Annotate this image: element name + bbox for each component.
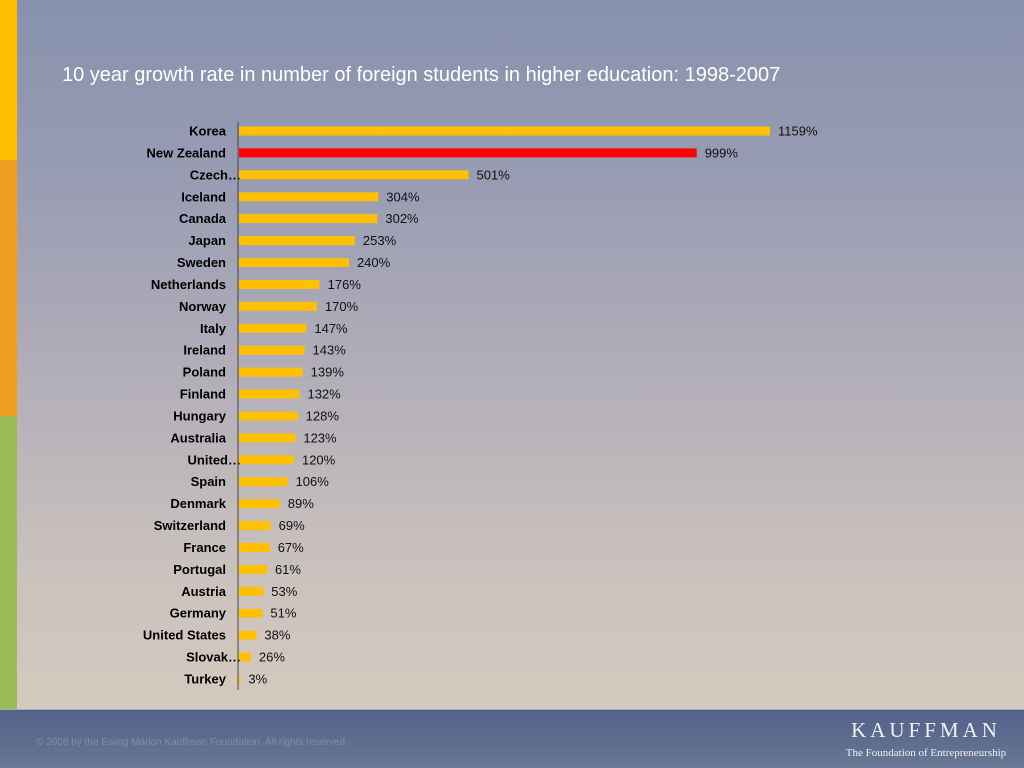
category-label: Switzerland (154, 518, 226, 533)
bar (239, 214, 378, 224)
bar (239, 367, 303, 377)
category-label: Turkey (184, 672, 226, 687)
bar (239, 279, 320, 289)
bar (239, 126, 770, 136)
data-label: 501% (477, 167, 511, 182)
bar (239, 170, 469, 180)
category-label: Austria (181, 584, 227, 599)
chart-title: 10 year growth rate in number of foreign… (62, 64, 781, 86)
data-label: 139% (311, 365, 345, 380)
bar (239, 345, 305, 355)
bar (239, 630, 257, 640)
bar (239, 433, 296, 443)
bar (239, 258, 349, 268)
category-label: Netherlands (151, 277, 226, 292)
category-label: United… (188, 452, 241, 467)
category-label: Ireland (183, 343, 226, 358)
bar (239, 674, 241, 684)
bar (239, 148, 697, 158)
data-label: 123% (303, 430, 337, 445)
bar (239, 323, 307, 333)
data-label: 26% (259, 650, 285, 665)
data-label: 89% (288, 496, 314, 511)
copyright-text: © 2008 by the Ewing Marion Kauffman Foun… (36, 737, 348, 748)
bar (239, 564, 267, 574)
data-label: 128% (306, 408, 340, 423)
category-label: Norway (179, 299, 227, 314)
data-label: 143% (313, 343, 347, 358)
data-label: 106% (296, 474, 330, 489)
accent-stripe-yellow (0, 0, 17, 160)
category-label: Japan (188, 233, 226, 248)
logo-tagline: The Foundation of Entrepreneurship (845, 747, 1007, 759)
data-label: 304% (386, 189, 420, 204)
category-label: Slovak… (186, 650, 241, 665)
data-label: 51% (270, 606, 296, 621)
bar (239, 499, 280, 509)
bar (239, 236, 355, 246)
kauffman-logo: KAUFFMAN The Foundation of Entrepreneurs… (836, 718, 1016, 760)
footer: © 2008 by the Ewing Marion Kauffman Foun… (0, 709, 1024, 768)
data-label: 53% (271, 584, 297, 599)
category-label: United States (143, 628, 226, 643)
data-label: 253% (363, 233, 397, 248)
data-label: 1159% (778, 124, 818, 139)
data-label: 147% (314, 321, 348, 336)
data-label: 61% (275, 562, 301, 577)
category-label: Czech… (190, 167, 241, 182)
data-label: 69% (279, 518, 305, 533)
bar (239, 192, 379, 202)
bar (239, 652, 251, 662)
data-label: 170% (325, 299, 359, 314)
category-label: Germany (170, 606, 227, 621)
bar (239, 608, 263, 618)
data-label: 67% (278, 540, 304, 555)
accent-stripe-orange (0, 160, 17, 416)
data-label: 38% (264, 628, 290, 643)
category-label: Sweden (177, 255, 226, 270)
bar (239, 389, 300, 399)
data-label: 302% (385, 211, 419, 226)
accent-stripe-green (0, 416, 17, 710)
logo-name: KAUFFMAN (851, 718, 1001, 742)
category-label: New Zealand (147, 145, 227, 160)
category-label: Poland (183, 365, 226, 380)
data-label: 176% (328, 277, 362, 292)
category-label: Italy (200, 321, 227, 336)
category-label: Spain (191, 474, 226, 489)
bar (239, 301, 317, 311)
bar (239, 521, 271, 531)
category-label: Canada (179, 211, 227, 226)
data-label: 120% (302, 452, 336, 467)
category-label: Hungary (173, 408, 227, 423)
bar (239, 455, 294, 465)
bar (239, 542, 270, 552)
category-label: Iceland (181, 189, 226, 204)
category-label: Korea (189, 124, 227, 139)
data-label: 240% (357, 255, 391, 270)
bar (239, 477, 288, 487)
category-label: Portugal (173, 562, 226, 577)
data-label: 3% (248, 672, 267, 687)
bar (239, 586, 264, 596)
bar (239, 411, 298, 421)
category-label: Denmark (170, 496, 226, 511)
category-label: Australia (170, 430, 226, 445)
bar-chart: Korea 1159% New Zealand 999% Czech… 501% Icela… (143, 122, 818, 690)
category-label: France (183, 540, 226, 555)
data-label: 132% (307, 387, 341, 402)
data-label: 999% (705, 145, 739, 160)
category-label: Finland (180, 387, 226, 402)
